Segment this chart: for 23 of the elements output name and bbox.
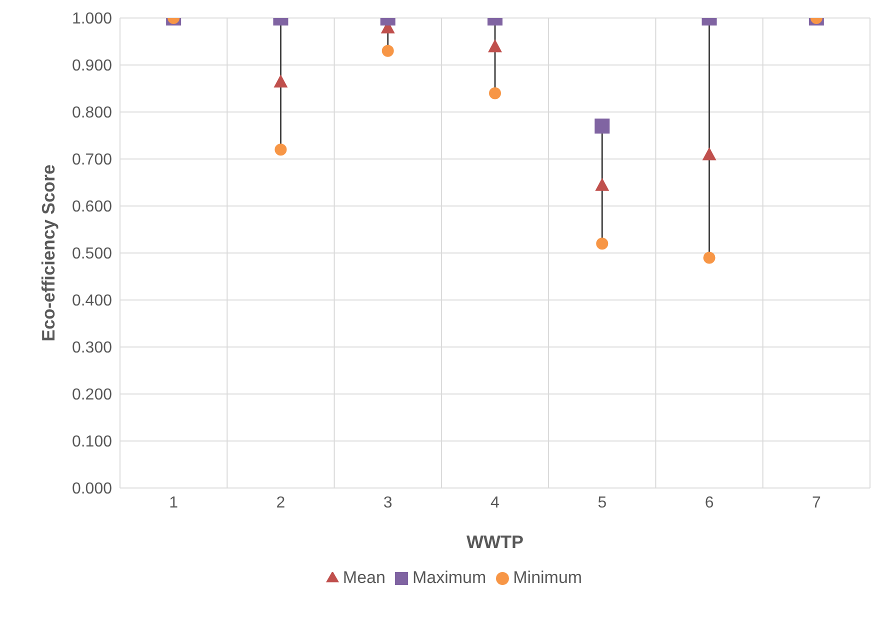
y-tick-label: 0.700: [72, 152, 112, 169]
y-tick-label: 0.000: [72, 480, 112, 498]
x-tick-label: 3: [383, 494, 392, 512]
y-tick-label: 0.500: [72, 246, 112, 263]
y-tick-label: 0.100: [72, 434, 112, 451]
x-tick-label: 4: [490, 494, 500, 512]
legend-label: Minimum: [513, 568, 582, 587]
x-tick-label: 1: [169, 494, 178, 512]
y-tick-label: 0.400: [72, 292, 112, 310]
legend-label: Maximum: [412, 568, 486, 587]
y-tick-label: 0.200: [72, 386, 112, 404]
x-tick-label: 7: [812, 494, 821, 512]
y-tick-label: 0.300: [72, 340, 112, 357]
x-tick-label: 5: [598, 494, 607, 512]
y-tick-label: 1.000: [72, 10, 112, 28]
y-tick-label: 0.800: [72, 104, 112, 122]
x-axis-title: WWTP: [466, 532, 524, 552]
legend-label: Mean: [342, 568, 386, 587]
y-tick-label: 0.900: [72, 58, 112, 75]
y-axis-title: Eco-efficiency Score: [38, 164, 58, 342]
x-tick-label: 2: [276, 494, 286, 512]
x-tick-label: 6: [704, 494, 714, 512]
y-tick-label: 0.600: [72, 198, 112, 216]
